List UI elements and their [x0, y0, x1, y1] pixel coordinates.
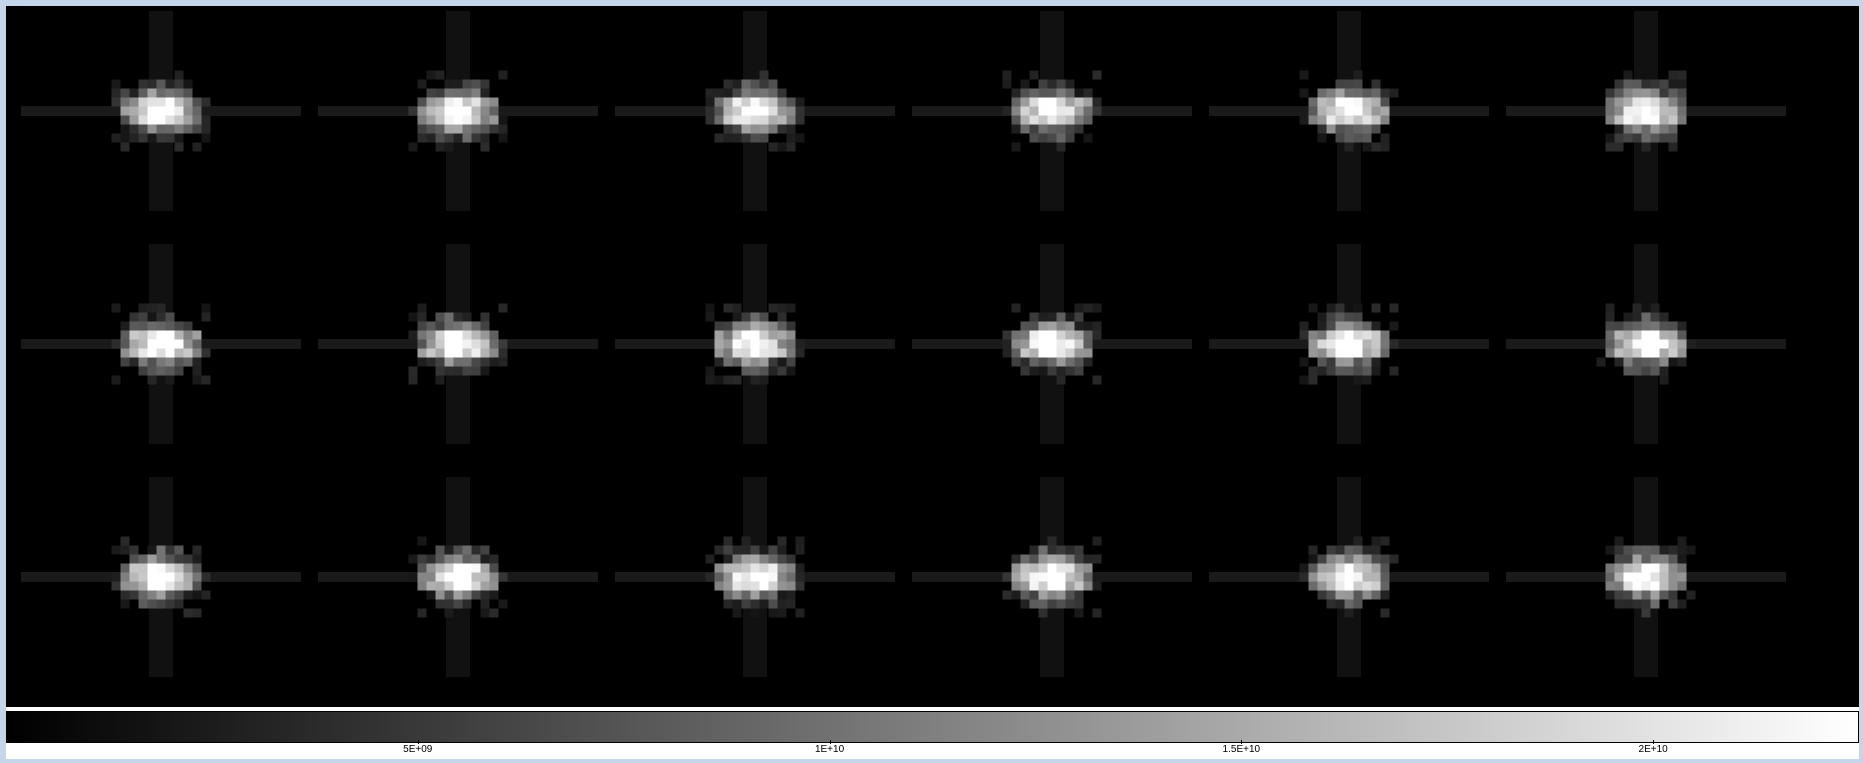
image-viewer-frame: 5E+09 1E+10 1.5E+10 2E+10	[6, 6, 1859, 759]
colorbar-tick-mark	[829, 740, 831, 744]
star-stamp	[21, 11, 301, 211]
colorbar-tick-labels: 5E+09 1E+10 1.5E+10 2E+10	[6, 740, 1859, 759]
colorbar-tick-mark	[1653, 740, 1655, 744]
stamp-image-panel[interactable]	[6, 6, 1859, 707]
star-stamp	[318, 244, 598, 444]
colorbar-tick-label: 1E+10	[814, 744, 845, 755]
star-stamp	[1209, 244, 1489, 444]
colorbar-tick-label: 1.5E+10	[1222, 744, 1261, 755]
star-stamp	[318, 11, 598, 211]
star-stamp	[1209, 11, 1489, 211]
star-stamp	[615, 11, 895, 211]
star-stamp	[912, 11, 1192, 211]
star-stamp	[1506, 244, 1786, 444]
colorbar-tick-label: 2E+10	[1638, 744, 1668, 755]
colorbar-tick-mark	[1241, 740, 1243, 744]
star-stamp	[912, 244, 1192, 444]
star-stamp	[615, 244, 895, 444]
star-stamp	[318, 477, 598, 677]
star-stamp	[21, 477, 301, 677]
star-stamp	[21, 244, 301, 444]
star-stamp	[1506, 11, 1786, 211]
star-stamp	[615, 477, 895, 677]
star-stamp	[1209, 477, 1489, 677]
colorbar	[6, 711, 1859, 743]
star-stamp	[1506, 477, 1786, 677]
stamp-grid-image	[21, 11, 1786, 677]
colorbar-tick-label: 5E+09	[403, 744, 433, 755]
colorbar-tick-mark	[417, 740, 419, 744]
star-stamp	[912, 477, 1192, 677]
